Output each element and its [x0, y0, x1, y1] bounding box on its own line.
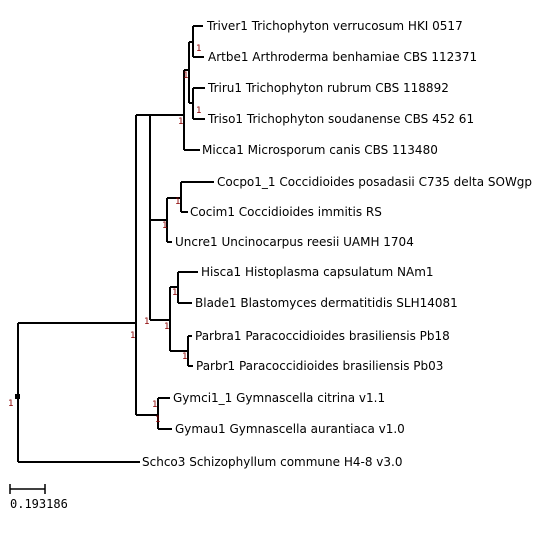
leaf-label-parbr1: Parbr1 Paracoccidioides brasiliensis Pb0… [196, 359, 443, 373]
tree-branches [17, 25, 214, 463]
support-paracocci: 1 [182, 352, 188, 362]
leaf-label-blade1: Blade1 Blastomyces dermatitidis SLH14081 [195, 296, 458, 310]
leaf-label-cocim1: Cocim1 Coccidioides immitis RS [190, 205, 382, 219]
leaf-label-triru1: Triru1 Trichophyton rubrum CBS 118892 [207, 81, 449, 95]
support-arthro: 1 [178, 117, 184, 127]
leaf-label-uncre1: Uncre1 Uncinocarpus reesii UAMH 1704 [175, 235, 414, 249]
support-values: 1 1 1 1 1 1 1 1 1 1 1 1 1 1 [8, 44, 202, 425]
support-ajello: 1 [164, 322, 170, 332]
support-tricho: 1 [183, 71, 189, 81]
support-gymau: 1 [155, 415, 161, 425]
leaf-label-gymau1: Gymau1 Gymnascella aurantiaca v1.0 [175, 422, 405, 436]
support-gymnascella: 1 [152, 400, 158, 410]
support-ascomycota: 1 [130, 331, 136, 341]
root-marker [15, 394, 20, 399]
support-onygenaceae: 1 [162, 221, 168, 231]
leaf-label-hisca1: Hisca1 Histoplasma capsulatum NAm1 [201, 265, 434, 279]
leaf-label-micca1: Micca1 Microsporum canis CBS 113480 [202, 143, 438, 157]
leaf-label-triso1: Triso1 Trichophyton soudanense CBS 452 6… [207, 112, 474, 126]
leaf-labels: Triver1 Trichophyton verrucosum HKI 0517… [142, 19, 532, 469]
scale-bar: 0.193186 [9, 484, 68, 511]
leaf-label-triver1: Triver1 Trichophyton verrucosum HKI 0517 [206, 19, 463, 33]
leaf-label-cocpo1: Cocpo1_1 Coccidioides posadasii C735 del… [217, 175, 532, 189]
scale-bar-label: 0.193186 [10, 497, 68, 511]
support-root: 1 [8, 399, 14, 409]
leaf-label-schco3: Schco3 Schizophyllum commune H4-8 v3.0 [142, 455, 402, 469]
support-onygenales: 1 [144, 317, 150, 327]
leaf-label-artbe1: Artbe1 Arthroderma benhamiae CBS 112371 [208, 50, 477, 64]
support-histo-blasto: 1 [172, 288, 178, 298]
leaf-label-gymci1: Gymci1_1 Gymnascella citrina v1.1 [173, 391, 385, 405]
support-coccidioides: 1 [175, 197, 181, 207]
support-triru-triso: 1 [196, 106, 202, 116]
support-triver-artbe: 1 [196, 44, 202, 54]
leaf-label-parbra1: Parbra1 Paracoccidioides brasiliensis Pb… [195, 329, 450, 343]
